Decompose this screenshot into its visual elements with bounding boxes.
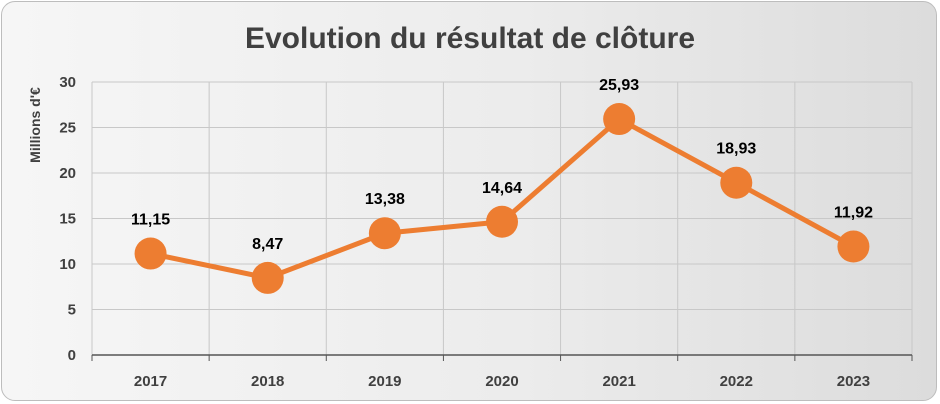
data-point-marker <box>134 237 167 270</box>
data-point-marker <box>251 261 284 294</box>
data-point-marker <box>837 230 870 263</box>
y-tick-label: 15 <box>59 211 76 228</box>
y-axis-label: Millions d'€ <box>27 87 43 163</box>
data-point-marker <box>720 166 753 199</box>
data-point-marker <box>368 217 401 250</box>
y-tick-label: 30 <box>59 74 76 91</box>
data-label: 8,47 <box>252 236 283 253</box>
axes: 0 5 10 15 20 25 30 2017 2018 2019 2020 2021 2022 2023 <box>59 74 913 390</box>
data-label: 25,93 <box>599 77 639 94</box>
data-label: 14,64 <box>482 180 522 197</box>
data-label: 18,93 <box>716 141 756 158</box>
data-point-marker <box>603 103 636 136</box>
data-label: 11,15 <box>131 212 170 229</box>
x-tick-label: 2021 <box>602 373 635 390</box>
data-point-marker <box>486 205 518 238</box>
y-tick-label: 10 <box>59 256 76 273</box>
x-tick-label: 2020 <box>485 373 518 390</box>
x-tick-label: 2017 <box>134 373 167 390</box>
series-orange: 11,15 8,47 13,38 14,64 25,93 18,93 11,92 <box>131 77 873 294</box>
x-tick-label: 2019 <box>368 373 401 390</box>
x-tick-label: 2022 <box>720 373 753 390</box>
chart-title: Evolution du résultat de clôture <box>245 22 695 55</box>
x-tick-label: 2018 <box>251 373 284 390</box>
y-tick-label: 5 <box>68 302 76 319</box>
data-label: 11,92 <box>834 205 873 222</box>
x-tick-label: 2023 <box>837 373 870 390</box>
gridlines <box>91 81 913 355</box>
y-tick-label: 25 <box>59 120 76 137</box>
y-tick-label: 0 <box>68 347 76 364</box>
y-tick-label: 20 <box>59 165 76 182</box>
data-label: 13,38 <box>365 191 405 208</box>
